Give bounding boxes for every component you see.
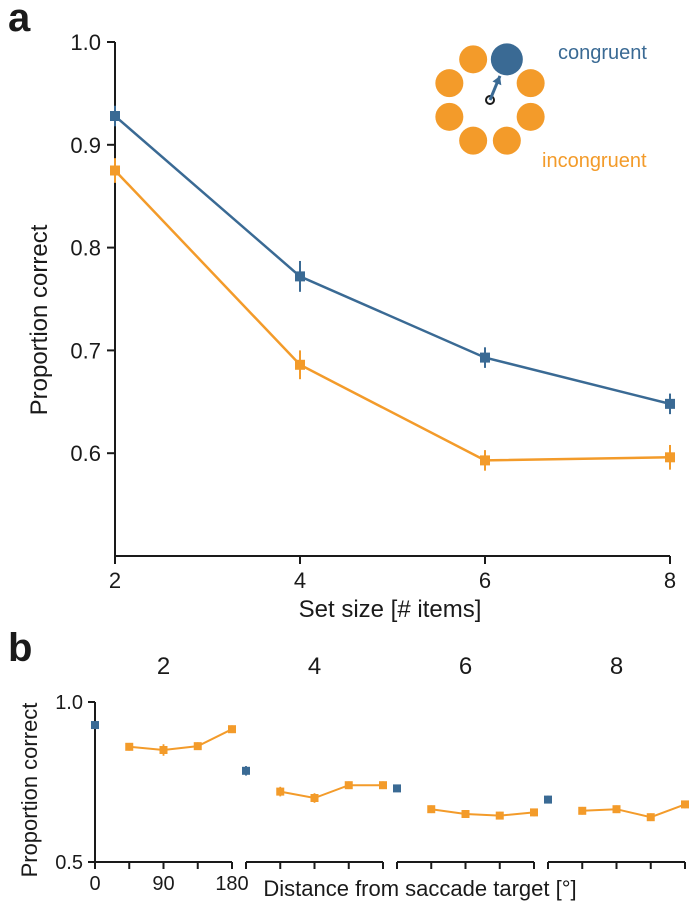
panel-b-facet-title: 4 [308,653,321,680]
inset-incongruent-dot [435,103,463,131]
panel-b-chart: 0.5 1.0 0 90 180 2 4 6 8 [0,632,700,912]
inset-congruent-dot [491,43,523,75]
panel-a-ytick: 0.7 [70,338,101,363]
inset-congruent-label: congruent [558,42,647,65]
series-marker [110,166,120,176]
panel-b-facet-title: 2 [157,653,170,680]
panel-a-chart: 0.6 0.7 0.8 0.9 1.0 2 4 6 8 [0,0,700,640]
inset-incongruent-label: incongruent [542,150,647,173]
series-marker [480,353,490,363]
panel-a-xtick: 6 [479,568,491,593]
panel-a-ylabel: Proportion correct [26,225,54,416]
figure-root: a b 0.60.70.80.91.02468 Proportion corre… [0,0,700,912]
panel-b-xtick: 0 [89,873,100,895]
panel-a-xtick: 8 [664,568,676,593]
series-marker [480,455,490,465]
series-marker [295,271,305,281]
panel-a-ytick: 0.9 [70,133,101,158]
panel-a-xlabel: Set size [# items] [299,596,482,624]
inset-incongruent-dot [493,127,521,155]
inset-incongruent-dot [459,127,487,155]
panel-b-xtick: 180 [215,873,248,895]
panel-b-facet-title: 6 [459,653,472,680]
panel-b-ylabel: Proportion correct [17,703,43,878]
inset-incongruent-dot [517,103,545,131]
panel-a-ytick: 0.6 [70,441,101,466]
series-marker [110,111,120,121]
panel-a-xtick: 4 [294,568,306,593]
inset-incongruent-dot [435,69,463,97]
inset-incongruent-dot [459,45,487,73]
series-marker [665,452,675,462]
series-line [115,171,670,461]
panel-b-xlabel: Distance from saccade target [°] [263,876,576,902]
inset-incongruent-dot [517,69,545,97]
series-marker [665,399,675,409]
panel-a-ytick: 0.8 [70,236,101,261]
series-marker [295,360,305,370]
panel-b-xtick: 90 [152,873,174,895]
panel-b-ytick: 1.0 [55,692,83,714]
panel-a-xtick: 2 [109,568,121,593]
panel-b-ytick: 0.5 [55,852,83,874]
panel-b-facet-title: 8 [610,653,623,680]
panel-a-ytick: 1.0 [70,30,101,55]
